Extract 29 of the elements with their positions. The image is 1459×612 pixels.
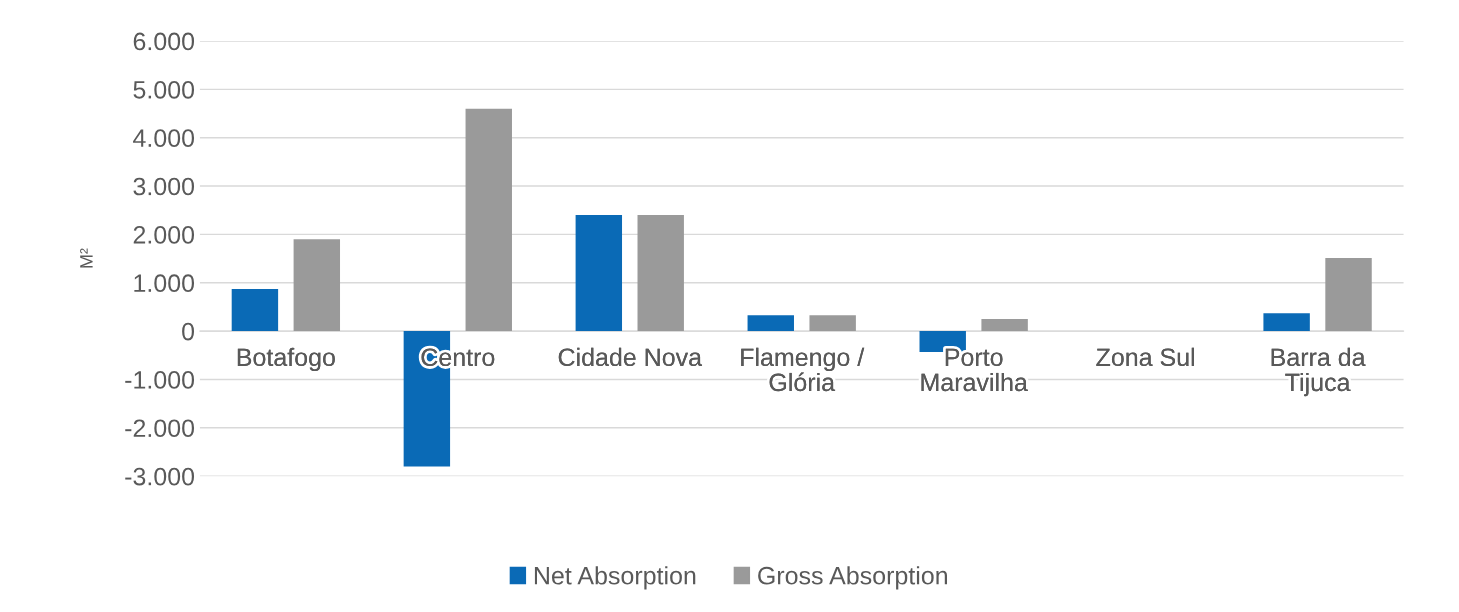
y-tick-label: 1.000 — [134, 274, 195, 293]
bar — [809, 315, 856, 332]
y-tick-label: 0 — [182, 322, 195, 341]
bar — [293, 239, 341, 332]
y-tick-label: -1.000 — [125, 371, 195, 389]
legend-label: Net Absorption — [534, 566, 696, 590]
x-tick-label: Porto Maravilha — [921, 348, 1028, 392]
y-tick-label: -3.000 — [125, 467, 195, 486]
x-tick-label: Cidade Nova — [558, 347, 703, 367]
x-tick-label: Flamengo / Glória — [741, 347, 865, 392]
y-tick-label: -2.000 — [125, 419, 195, 438]
bar — [575, 215, 623, 332]
bar — [231, 289, 279, 332]
bar — [465, 108, 512, 332]
y-tick-label: 5.000 — [133, 80, 195, 99]
y-tick-label: 4.000 — [133, 129, 195, 147]
bar — [747, 315, 794, 332]
x-tick-label: Barra da Tijuca — [1271, 347, 1366, 397]
x-tick-label: Botafogo — [237, 347, 335, 372]
y-axis-title: M² — [80, 248, 93, 268]
y-tick-label: 6.000 — [133, 32, 195, 51]
bar — [637, 215, 684, 332]
x-tick-label: Zona Sul — [1096, 347, 1194, 367]
bar — [981, 319, 1028, 332]
legend-label: Gross Absorption — [758, 566, 948, 590]
bar — [1263, 313, 1310, 332]
bar — [1325, 258, 1372, 332]
y-tick-label: 3.000 — [133, 177, 195, 196]
y-tick-label: 2.000 — [133, 226, 195, 244]
